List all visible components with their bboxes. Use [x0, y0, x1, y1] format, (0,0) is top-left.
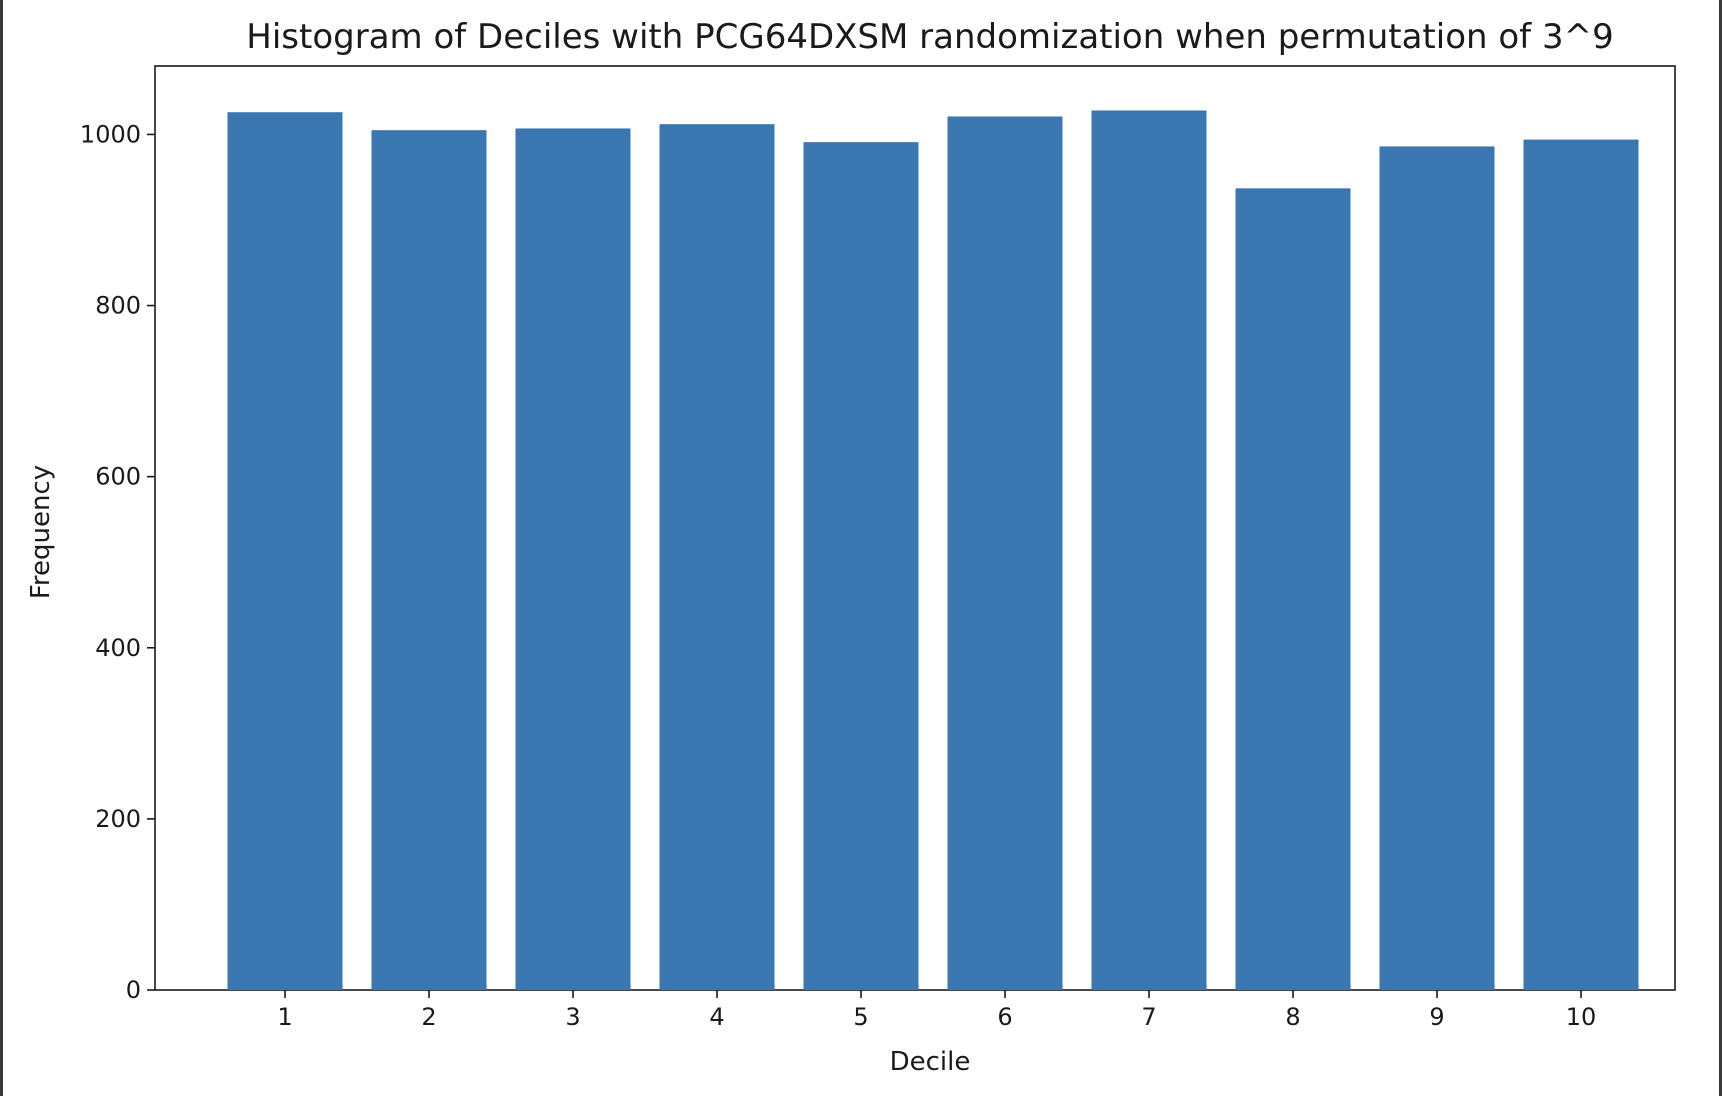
x-tick-label: 8 [1285, 1003, 1300, 1031]
y-tick-label: 400 [95, 634, 141, 662]
bar-chart: 1 2 3 4 5 6 7 8 9 10 0 200 400 600 800 1000 Histogram … [26, 17, 1676, 1077]
x-tick-label: 5 [853, 1003, 868, 1031]
bar-decile-5 [803, 142, 919, 991]
bar-decile-7 [1091, 110, 1207, 990]
y-tick-label: 800 [95, 292, 141, 320]
chart-title: Histogram of Deciles with PCG64DXSM rand… [246, 17, 1613, 57]
bar-decile-9 [1379, 146, 1495, 990]
bar-decile-4 [659, 124, 775, 990]
y-tick-label: 600 [95, 463, 141, 491]
bar-decile-10 [1523, 139, 1639, 991]
x-tick-label: 6 [997, 1003, 1012, 1031]
x-tick-label: 7 [1141, 1003, 1156, 1031]
x-axis-label: Decile [890, 1047, 971, 1077]
x-tick-label: 1 [277, 1003, 292, 1031]
bars-group [227, 110, 1639, 991]
bar-decile-3 [515, 128, 631, 990]
x-tick-label: 10 [1566, 1003, 1597, 1031]
bar-decile-1 [227, 112, 343, 990]
x-axis-ticks: 1 2 3 4 5 6 7 8 9 10 [277, 990, 1596, 1031]
y-axis-ticks: 0 200 400 600 800 1000 [80, 120, 155, 1004]
x-tick-label: 3 [565, 1003, 580, 1031]
x-tick-label: 9 [1429, 1003, 1444, 1031]
x-tick-label: 4 [709, 1003, 724, 1031]
y-axis-label: Frequency [26, 465, 56, 599]
y-tick-label: 1000 [80, 120, 141, 148]
y-tick-label: 0 [126, 976, 141, 1004]
bar-decile-2 [371, 130, 487, 990]
y-tick-label: 200 [95, 805, 141, 833]
bar-decile-8 [1235, 188, 1351, 990]
bar-decile-6 [947, 116, 1063, 990]
x-tick-label: 2 [421, 1003, 436, 1031]
